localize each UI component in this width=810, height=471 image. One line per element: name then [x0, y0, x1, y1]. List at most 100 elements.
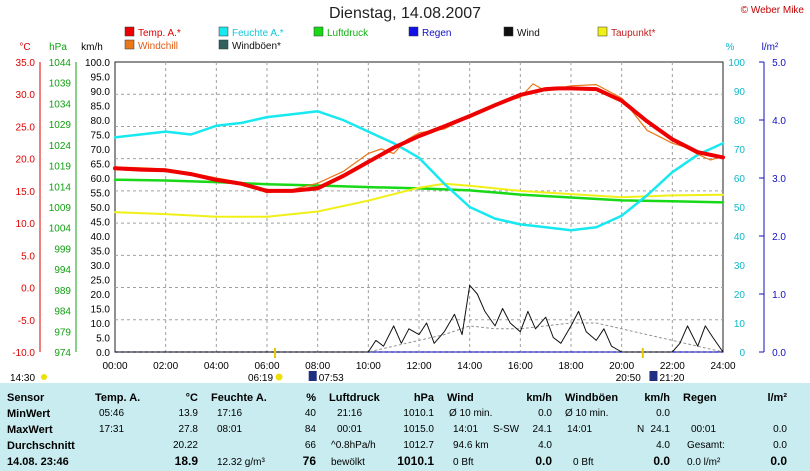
luftdruck-unit: hPa — [413, 392, 434, 404]
windboen-current: 0.0 — [653, 454, 670, 468]
humidity-tick-label: 90 — [734, 87, 746, 98]
regen-unit: l/m² — [767, 392, 787, 404]
temp-tick-label: 30.0 — [16, 90, 36, 101]
current-timestamp: 14.08. 23:46 — [7, 456, 69, 468]
current-time-label: 14:30 — [10, 373, 35, 383]
rain-tick-label: 0.0 — [772, 348, 786, 359]
temp-tick-label: 0.0 — [21, 284, 35, 295]
rain-tick-label: 4.0 — [772, 116, 786, 127]
luftdruck-current: 1010.1 — [397, 454, 434, 468]
legend-label: Luftdruck — [327, 28, 369, 39]
wind-tick-label: 45.0 — [91, 218, 111, 229]
moon-icon — [649, 371, 658, 381]
series-line-temp-a — [113, 86, 725, 193]
sun-moon-markers: 06:19 20:50 07:53 21:20 14:30 — [10, 348, 685, 383]
legend-label: Taupunkt* — [611, 28, 656, 39]
x-tick-label: 24:00 — [710, 361, 735, 372]
regen-title: Regen — [683, 392, 717, 404]
legend-swatch — [218, 26, 229, 37]
legend-swatch — [313, 26, 324, 37]
legend-swatch — [503, 26, 514, 37]
x-tick-label: 06:00 — [254, 361, 279, 372]
rain-tick-label: 3.0 — [772, 174, 786, 185]
legend-swatch — [597, 26, 608, 37]
humidity-tick-label: 60 — [734, 174, 746, 185]
wind-title: Wind — [447, 392, 474, 404]
luftdruck-forecast: bewölkt — [331, 457, 365, 468]
humidity-tick-label: 30 — [734, 261, 746, 272]
wind-unit: km/h — [526, 392, 552, 404]
regen-total: 0.0 — [773, 440, 787, 451]
pressure-tick-label: 984 — [54, 307, 71, 318]
temp-max-time: 17:31 — [99, 424, 125, 435]
wind-tick-label: 25.0 — [91, 276, 111, 287]
wind-tick-label: 70.0 — [91, 145, 111, 156]
sensor-header: Sensor — [7, 392, 45, 404]
series-line-wind — [114, 284, 724, 353]
axes: 00:00 02:00 04:00 06:00 08:00 10:00 12:00 14:00… — [12, 42, 786, 372]
series — [113, 83, 725, 353]
x-tick-label: 02:00 — [153, 361, 178, 372]
weather-chart: 00:00 02:00 04:00 06:00 08:00 10:00 12:00 14:00… — [10, 26, 786, 383]
wind-tick-label: 60.0 — [91, 174, 111, 185]
windboen-avg: 4.0 — [656, 440, 670, 451]
legend: Temp. A.* Feuchte A.* Luftdruck Regen Wind Ta… — [124, 26, 656, 52]
feuchte-column: Feuchte A. % 17:16 40 08:01 84 66 12.32 … — [205, 383, 322, 471]
wind-tick-label: 15.0 — [91, 305, 111, 316]
windboen-bft: 0 Bft — [573, 457, 594, 468]
legend-label: Windchill — [138, 41, 178, 52]
x-tick-label: 18:00 — [558, 361, 583, 372]
legend-label: Feuchte A.* — [232, 28, 284, 39]
wind-avg: 4.0 — [538, 440, 552, 451]
rain-tick-label: 1.0 — [772, 290, 786, 301]
pressure-tick-label: 1019 — [49, 162, 72, 173]
feuchte-current-label: 12.32 g/m³ — [217, 457, 265, 468]
temp-column: Temp. A. °C 05:46 13.9 17:31 27.8 20.22 … — [89, 383, 204, 471]
x-tick-label: 12:00 — [406, 361, 431, 372]
humidity-tick-label: 20 — [734, 290, 746, 301]
x-tick-label: 10:00 — [356, 361, 381, 372]
legend-label: Windböen* — [232, 41, 281, 52]
wind-tick-label: 65.0 — [91, 160, 111, 171]
legend-label: Regen — [422, 28, 451, 39]
series-line-taupunkt — [114, 182, 724, 218]
legend-label: Temp. A.* — [138, 28, 181, 39]
temp-tick-label: 10.0 — [16, 219, 36, 230]
x-tick-label: 16:00 — [508, 361, 533, 372]
pressure-tick-label: 1044 — [49, 58, 72, 69]
x-tick-label: 22:00 — [660, 361, 685, 372]
wind-tick-label: 0.0 — [96, 348, 110, 359]
regen-max-time: 00:01 — [691, 424, 717, 435]
humidity-tick-label: 10 — [734, 319, 746, 330]
temp-tick-label: 35.0 — [16, 58, 36, 69]
wind-max: 24.1 — [532, 424, 552, 435]
windboen-title: Windböen — [565, 392, 619, 404]
feuchte-max-time: 08:01 — [217, 424, 243, 435]
feuchte-min: 40 — [304, 408, 316, 419]
feuchte-unit: % — [306, 392, 316, 404]
sun-icon — [275, 373, 283, 381]
x-tick-label: 00:00 — [102, 361, 127, 372]
moonrise-label: 07:53 — [319, 373, 344, 383]
pressure-tick-label: 1004 — [49, 224, 72, 235]
temp-max: 27.8 — [178, 424, 198, 435]
x-tick-label: 20:00 — [609, 361, 634, 372]
wind-tick-label: 40.0 — [91, 232, 111, 243]
windboen-max: 24.1 — [650, 424, 670, 435]
x-tick-label: 14:00 — [457, 361, 482, 372]
sunrise-label: 06:19 — [248, 373, 273, 383]
luftdruck-trend: ^0.8hPa/h — [331, 440, 376, 451]
luftdruck-min: 1010.1 — [403, 408, 434, 419]
humidity-tick-label: 40 — [734, 232, 746, 243]
humidity-tick-label: 80 — [734, 116, 746, 127]
feuchte-avg: 66 — [304, 440, 316, 451]
wind-axis-label: km/h — [81, 42, 103, 53]
wind-tick-label: 35.0 — [91, 247, 111, 258]
pressure-tick-label: 989 — [54, 286, 71, 297]
rain-axis-label: l/m² — [762, 42, 779, 53]
rain-tick-label: 2.0 — [772, 232, 786, 243]
pressure-tick-label: 1024 — [49, 141, 72, 152]
sun-icon — [41, 374, 47, 380]
wind-tick-label: 100.0 — [85, 58, 110, 69]
windboen-max-dir: N — [637, 424, 645, 435]
